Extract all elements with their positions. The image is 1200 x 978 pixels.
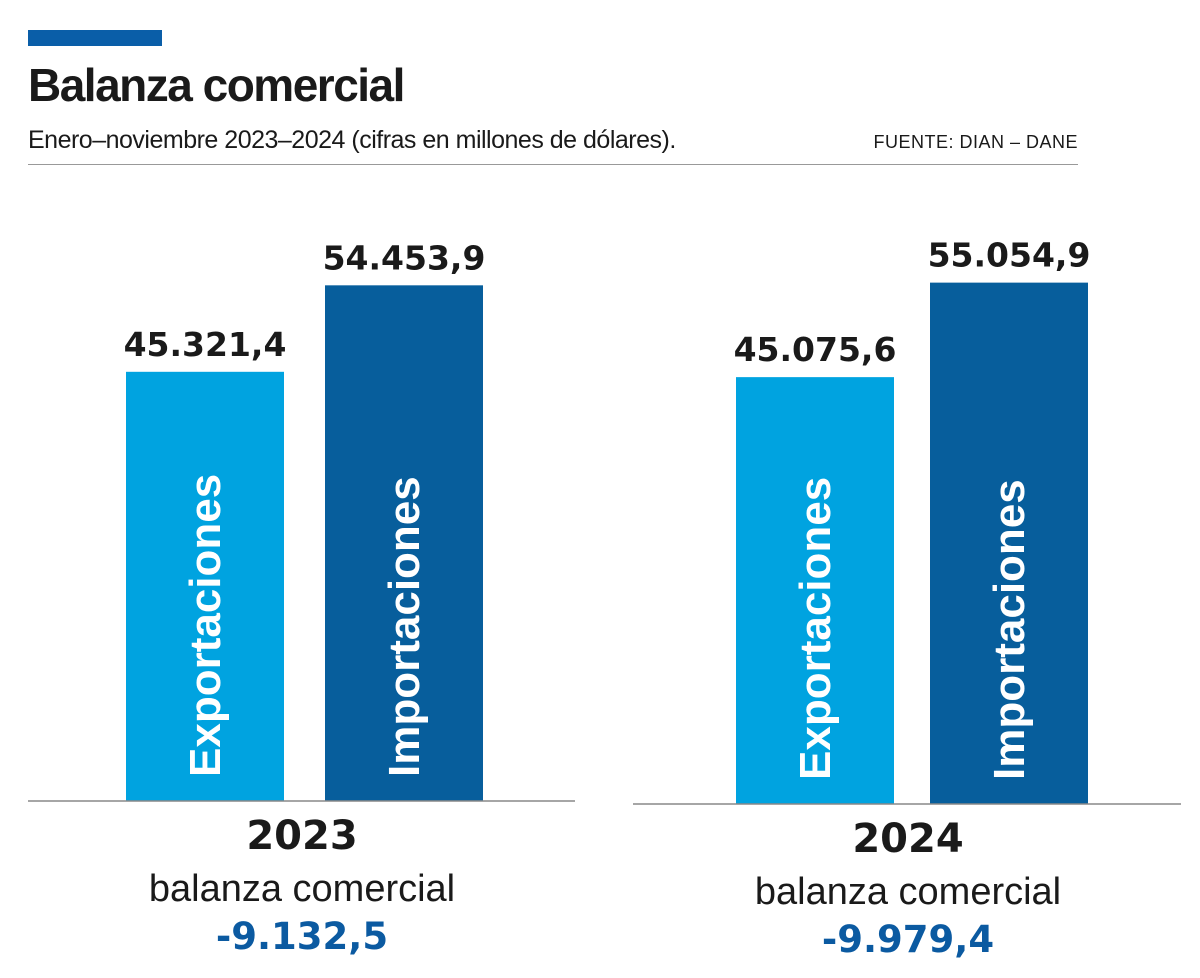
balance-label: balanza comercial — [755, 871, 1061, 913]
accent-bar — [28, 30, 162, 46]
bar-category-label: Exportaciones — [791, 477, 840, 780]
source-note: FUENTE: DIAN – DANE — [873, 132, 1078, 152]
bar-category-label: Exportaciones — [181, 474, 230, 777]
bar-exportaciones-2024 — [736, 377, 894, 804]
bar-value-label: 55.054,9 — [928, 236, 1091, 275]
bar-value-label: 45.075,6 — [734, 330, 897, 369]
year-label: 2024 — [852, 816, 963, 862]
header-rule — [28, 164, 1078, 165]
chart-title: Balanza comercial — [28, 59, 405, 111]
bar-importaciones-2024 — [930, 282, 1088, 804]
bar-category-label: Importaciones — [380, 476, 429, 777]
bar-value-label: 45.321,4 — [124, 325, 287, 364]
chart-subtitle: Enero–noviembre 2023–2024 (cifras en mil… — [28, 126, 676, 154]
balance-value: -9.979,4 — [822, 918, 994, 961]
balance-label: balanza comercial — [149, 868, 455, 910]
bar-value-label: 54.453,9 — [323, 238, 486, 277]
bar-importaciones-2023 — [325, 285, 483, 802]
balance-value: -9.132,5 — [216, 915, 388, 958]
bar-category-label: Importaciones — [985, 479, 1034, 780]
year-label: 2023 — [246, 813, 357, 859]
bar-exportaciones-2023 — [126, 371, 284, 801]
